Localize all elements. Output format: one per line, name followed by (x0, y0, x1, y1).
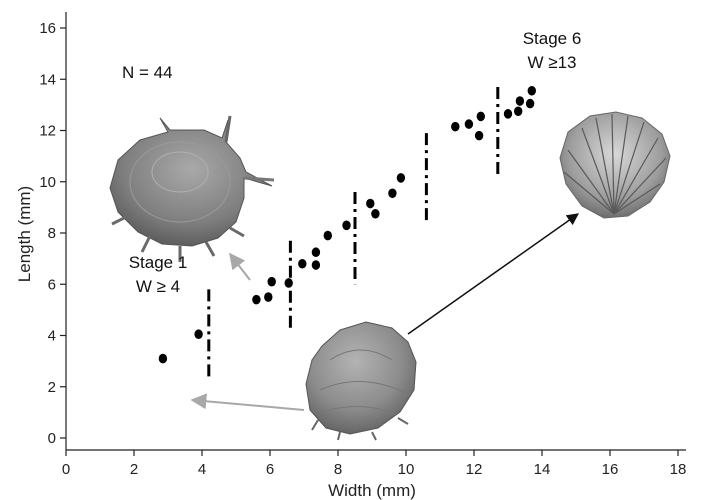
intermediate-fossil-photo (305, 321, 417, 441)
data-point (252, 294, 261, 305)
data-point (284, 278, 293, 288)
y-axis-title: Length (mm) (15, 186, 34, 282)
data-point (396, 173, 406, 183)
x-tick-label: 14 (534, 461, 551, 478)
y-tick-label: 16 (39, 20, 56, 37)
data-point (525, 98, 535, 109)
arrows (190, 213, 579, 411)
y-tick-label: 12 (39, 123, 56, 140)
y-tick-label: 2 (48, 379, 56, 396)
y-tick-label: 4 (48, 328, 56, 345)
y-tick-label: 0 (48, 430, 56, 447)
data-point (267, 276, 276, 287)
data-point (388, 188, 397, 199)
data-point (194, 329, 203, 340)
axes (65, 12, 686, 451)
stage-6-rule: W ≥13 (527, 53, 576, 72)
data-point (158, 353, 168, 364)
data-point (311, 260, 321, 270)
data-point (514, 106, 523, 117)
data-point (451, 121, 460, 132)
data-point (311, 247, 321, 258)
y-tick-label: 14 (39, 71, 56, 88)
stage-1-fossil-photo (109, 115, 275, 262)
data-point (474, 130, 484, 141)
stage-6-fossil-photo (559, 111, 671, 219)
x-axis-title: Width (mm) (328, 481, 416, 500)
stage-6-title: Stage 6 (523, 29, 582, 48)
data-point (464, 119, 474, 129)
sample-size-label: N = 44 (122, 63, 173, 82)
x-tick-label: 18 (670, 461, 687, 478)
data-point (371, 208, 380, 219)
data-point (298, 258, 307, 269)
y-tick-label: 8 (48, 225, 56, 242)
data-point (323, 230, 332, 241)
data-point (503, 109, 513, 119)
x-tick-label: 12 (466, 461, 483, 478)
y-tick-label: 10 (39, 174, 56, 191)
stage-1-title: Stage 1 (129, 253, 188, 272)
x-tick-label: 16 (602, 461, 619, 478)
x-tick-label: 8 (334, 461, 342, 478)
y-tick-label: 6 (48, 276, 56, 293)
x-tick-label: 10 (398, 461, 415, 478)
stage-1-rule: W ≥ 4 (136, 277, 180, 296)
x-tick-label: 2 (130, 461, 138, 478)
x-tick-label: 0 (62, 461, 70, 478)
data-point (342, 220, 351, 231)
data-point (527, 85, 536, 96)
arrow-to-stage-1 (229, 252, 251, 281)
data-point (264, 292, 273, 302)
data-point (515, 96, 525, 106)
x-tick-label: 6 (266, 461, 274, 478)
data-points (158, 85, 536, 364)
y-ticks: 0 2 4 6 8 10 12 14 16 (39, 20, 66, 447)
x-ticks: 0 2 4 6 8 10 12 14 16 18 (62, 450, 687, 478)
arrow-to-origin (190, 393, 305, 411)
x-tick-label: 4 (198, 461, 206, 478)
data-point (476, 111, 485, 122)
data-point (366, 198, 375, 209)
arrow-to-stage-6 (407, 213, 579, 335)
